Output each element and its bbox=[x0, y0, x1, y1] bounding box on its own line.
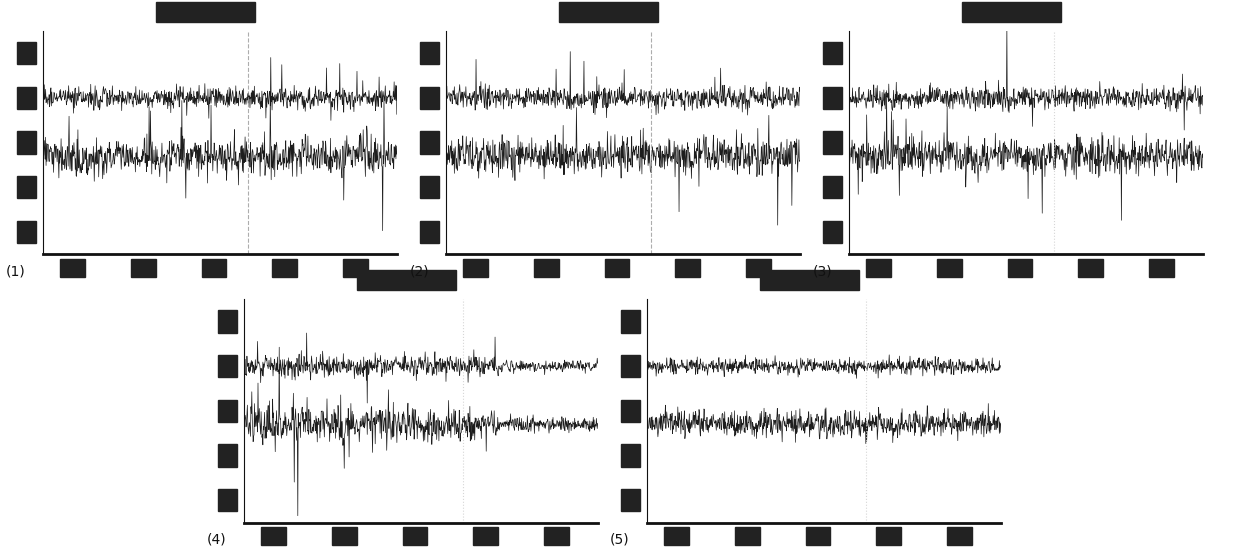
Bar bbox=[559, 2, 658, 22]
Bar bbox=[420, 176, 439, 198]
Bar bbox=[1008, 259, 1033, 277]
Text: (1): (1) bbox=[6, 264, 26, 278]
Bar bbox=[332, 527, 357, 545]
Bar bbox=[202, 259, 227, 277]
Bar bbox=[420, 221, 439, 243]
Bar bbox=[621, 444, 640, 467]
Text: (4): (4) bbox=[207, 533, 227, 547]
Bar bbox=[357, 270, 456, 290]
Bar bbox=[420, 42, 439, 64]
Bar bbox=[823, 42, 842, 64]
Bar bbox=[17, 221, 36, 243]
Bar bbox=[534, 259, 559, 277]
Bar bbox=[17, 42, 36, 64]
Bar bbox=[273, 259, 298, 277]
Bar bbox=[464, 259, 489, 277]
Bar bbox=[343, 259, 368, 277]
Bar bbox=[823, 176, 842, 198]
Bar bbox=[262, 527, 286, 545]
Bar bbox=[760, 270, 859, 290]
Bar bbox=[806, 527, 831, 545]
Bar bbox=[218, 444, 237, 467]
Bar bbox=[218, 489, 237, 511]
Bar bbox=[218, 310, 237, 333]
Text: (2): (2) bbox=[409, 264, 429, 278]
Bar bbox=[17, 87, 36, 109]
Bar bbox=[131, 259, 156, 277]
Bar bbox=[735, 527, 760, 545]
Bar bbox=[746, 259, 771, 277]
Bar bbox=[474, 527, 498, 545]
Bar bbox=[17, 176, 36, 198]
Bar bbox=[61, 259, 86, 277]
Bar bbox=[676, 259, 701, 277]
Bar bbox=[1079, 259, 1104, 277]
Bar bbox=[621, 310, 640, 333]
Bar bbox=[621, 489, 640, 511]
Bar bbox=[877, 527, 901, 545]
Bar bbox=[218, 355, 237, 377]
Bar bbox=[403, 527, 428, 545]
Bar bbox=[156, 2, 255, 22]
Bar bbox=[823, 131, 842, 154]
Bar bbox=[17, 131, 36, 154]
Bar bbox=[621, 400, 640, 422]
Bar bbox=[937, 259, 962, 277]
Bar bbox=[544, 527, 569, 545]
Bar bbox=[1149, 259, 1174, 277]
Bar bbox=[420, 131, 439, 154]
Bar bbox=[605, 259, 630, 277]
Bar bbox=[665, 527, 689, 545]
Bar bbox=[962, 2, 1061, 22]
Text: (5): (5) bbox=[610, 533, 630, 547]
Bar bbox=[218, 400, 237, 422]
Bar bbox=[420, 87, 439, 109]
Bar bbox=[823, 221, 842, 243]
Bar bbox=[947, 527, 972, 545]
Bar bbox=[621, 355, 640, 377]
Bar bbox=[867, 259, 892, 277]
Bar bbox=[823, 87, 842, 109]
Text: (3): (3) bbox=[812, 264, 832, 278]
